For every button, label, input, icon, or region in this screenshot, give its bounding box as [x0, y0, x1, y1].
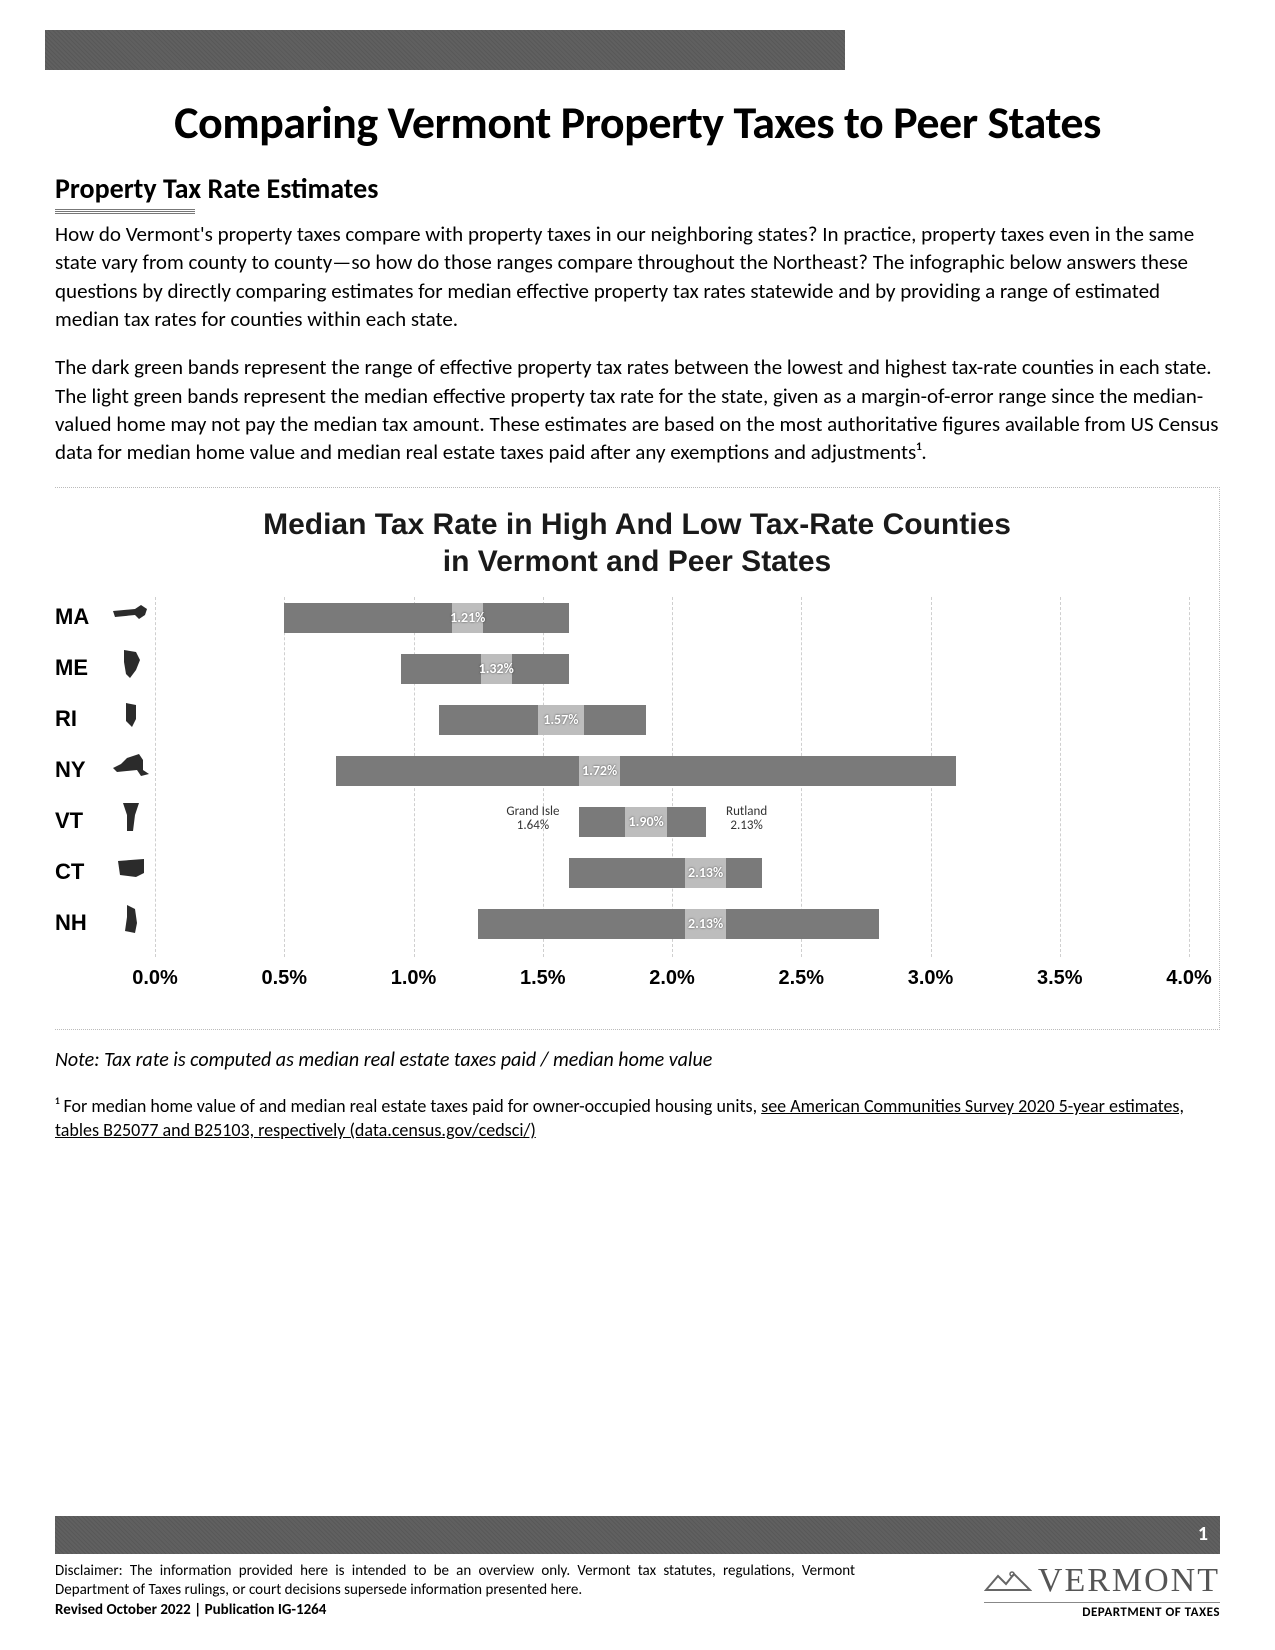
- state-shape-icon: [111, 595, 151, 631]
- x-tick-label: 3.5%: [1037, 967, 1083, 990]
- chart-title: Median Tax Rate in High And Low Tax-Rate…: [55, 506, 1219, 581]
- median-band: 1.21%: [452, 603, 483, 633]
- range-bar: [284, 603, 568, 633]
- vermont-logo-block: VERMONT DEPARTMENT OF TAXES: [984, 1562, 1220, 1620]
- chart-plot-area: MAMERINYVTCTNH 1.21%1.32%1.57%1.72%1.90%…: [155, 597, 1189, 1017]
- median-band: 2.13%: [685, 858, 726, 888]
- state-label: VT: [55, 801, 115, 841]
- state-shape-icon: [111, 901, 151, 937]
- range-bar: [478, 909, 879, 939]
- x-tick-label: 2.0%: [649, 967, 695, 990]
- intro-paragraph-1: How do Vermont's property taxes compare …: [55, 220, 1220, 333]
- chart-container: Median Tax Rate in High And Low Tax-Rate…: [55, 487, 1220, 1030]
- page-number: 1: [1198, 1522, 1208, 1546]
- state-shape-icon: [111, 799, 151, 835]
- state-shape-icon: [111, 748, 151, 784]
- x-axis-labels: 0.0%0.5%1.0%1.5%2.0%2.5%3.0%3.5%4.0%: [155, 967, 1189, 997]
- range-bar: [336, 756, 956, 786]
- chart-title-line1: Median Tax Rate in High And Low Tax-Rate…: [263, 508, 1011, 541]
- footnote: ¹ For median home value of and median re…: [55, 1094, 1220, 1143]
- department-label: DEPARTMENT OF TAXES: [984, 1605, 1220, 1620]
- x-tick-label: 0.5%: [261, 967, 307, 990]
- state-label: NY: [55, 750, 115, 790]
- callout-right: Rutland2.13%: [712, 805, 782, 834]
- state-label: CT: [55, 852, 115, 892]
- state-label: MA: [55, 597, 115, 637]
- page-footer: 1 Disclaimer: The information provided h…: [55, 1516, 1220, 1621]
- state-shape-icon: [111, 697, 151, 733]
- median-band: 2.13%: [685, 909, 726, 939]
- disclaimer-text: Disclaimer: The information provided her…: [55, 1562, 855, 1601]
- y-axis-labels: MA ME RI NY VT CT NH: [55, 597, 145, 957]
- x-tick-label: 4.0%: [1166, 967, 1212, 990]
- callout-left: Grand Isle1.64%: [493, 805, 573, 834]
- page-title: Comparing Vermont Property Taxes to Peer…: [55, 95, 1220, 151]
- footnote-text: ¹ For median home value of and median re…: [55, 1095, 761, 1117]
- range-bar: [569, 858, 763, 888]
- gridline: [1189, 597, 1190, 957]
- x-tick-label: 1.0%: [391, 967, 437, 990]
- median-band: 1.90%: [625, 807, 666, 837]
- heading-rule: [55, 208, 195, 214]
- x-tick-label: 0.0%: [132, 967, 178, 990]
- x-tick-label: 2.5%: [778, 967, 824, 990]
- section-heading: Property Tax Rate Estimates: [55, 171, 1220, 206]
- chart-title-line2: in Vermont and Peer States: [443, 545, 831, 578]
- chart-note: Note: Tax rate is computed as median rea…: [55, 1048, 1220, 1072]
- state-label: RI: [55, 699, 115, 739]
- median-band: 1.57%: [538, 705, 585, 735]
- x-tick-label: 1.5%: [520, 967, 566, 990]
- vermont-logo: VERMONT: [984, 1562, 1220, 1603]
- median-band: 1.32%: [481, 654, 512, 684]
- revised-text: Revised October 2022 | Publication IG-12…: [55, 1601, 855, 1621]
- footer-bar: 1: [55, 1516, 1220, 1554]
- chart-bars: 1.21% 1.32% 1.57% 1.72%1.90% Grand Isle1.64%…: [155, 597, 1189, 957]
- median-band: 1.72%: [579, 756, 620, 786]
- header-bar: [45, 30, 845, 70]
- vermont-logo-text: VERMONT: [1038, 1562, 1220, 1600]
- state-shape-icon: [111, 850, 151, 886]
- x-tick-label: 3.0%: [908, 967, 954, 990]
- state-shape-icon: [111, 646, 151, 682]
- intro-paragraph-2: The dark green bands represent the range…: [55, 353, 1220, 466]
- mountain-icon: [984, 1570, 1032, 1592]
- state-label: ME: [55, 648, 115, 688]
- state-label: NH: [55, 903, 115, 943]
